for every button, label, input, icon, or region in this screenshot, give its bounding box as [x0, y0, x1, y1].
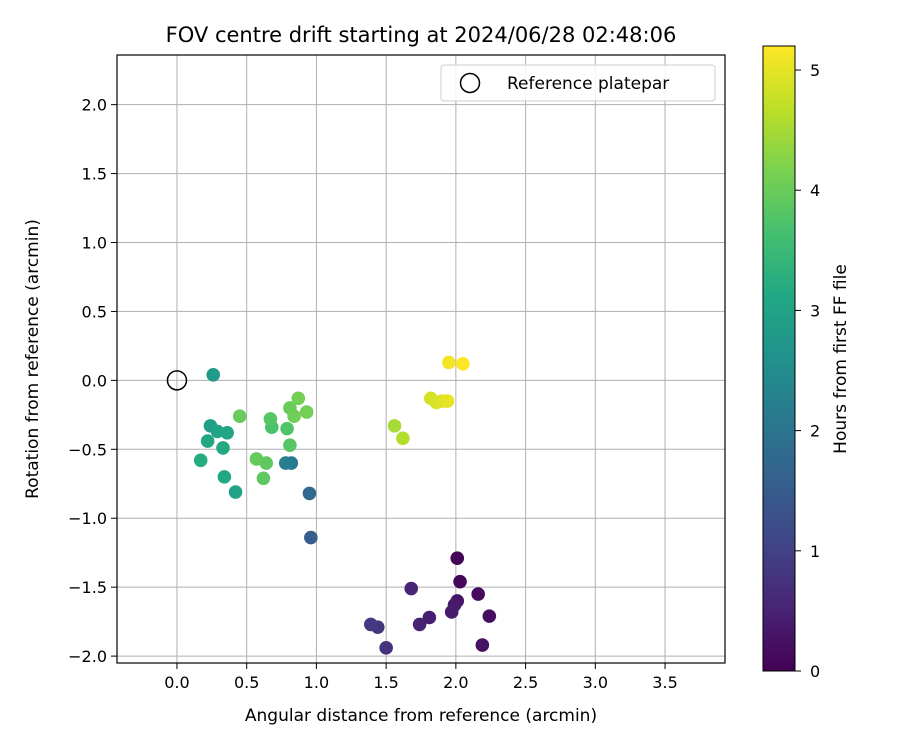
- x-tick-label: 1.0: [304, 673, 329, 692]
- data-point: [291, 391, 306, 406]
- data-point: [280, 421, 294, 436]
- legend-label-reference: Reference platepar: [507, 74, 669, 94]
- plot-frame: [116, 54, 726, 664]
- colorbar-tick-label: 1: [810, 542, 820, 561]
- colorbar-tick-label: 0: [810, 662, 820, 681]
- legend: Reference platepar: [440, 64, 716, 102]
- x-tick-label: 0.5: [234, 673, 259, 692]
- data-point: [444, 605, 459, 619]
- data-point: [422, 610, 437, 625]
- data-point: [299, 405, 314, 419]
- data-point: [482, 609, 497, 623]
- plot-area: [166, 355, 497, 655]
- y-tick-label: −2.0: [68, 647, 107, 666]
- colorbar-ticks: 0 1 2 3 4 5: [795, 61, 820, 681]
- y-tick-label: −1.0: [68, 509, 107, 528]
- grid-lines: [117, 55, 725, 663]
- data-point: [379, 641, 393, 655]
- data-point: [453, 574, 467, 589]
- y-tick-label: 0.0: [82, 371, 107, 390]
- colorbar-gradient: [762, 45, 796, 672]
- data-point: [287, 409, 301, 424]
- data-point: [200, 434, 215, 448]
- data-point: [278, 456, 293, 470]
- data-point: [216, 441, 230, 455]
- data-point: [363, 617, 378, 632]
- data-point: [442, 355, 456, 370]
- colorbar-tick-label: 3: [810, 301, 820, 320]
- data-point: [396, 431, 410, 446]
- x-tick-label: 3.0: [583, 673, 608, 692]
- x-tick-label: 2.5: [513, 673, 538, 692]
- data-point: [217, 470, 232, 484]
- data-point: [193, 453, 208, 468]
- reference-marker: [166, 370, 188, 391]
- colorbar-tick-label: 5: [810, 61, 820, 80]
- y-tick-label: −0.5: [68, 440, 107, 459]
- legend-marker-reference: [459, 72, 481, 94]
- data-point: [232, 409, 247, 424]
- legend-box: [440, 64, 716, 102]
- data-point: [263, 412, 278, 426]
- data-point: [256, 471, 271, 486]
- y-tick-label: 2.0: [82, 96, 107, 115]
- data-point: [228, 485, 243, 499]
- y-tick-label: 0.5: [82, 302, 107, 321]
- data-point: [475, 638, 490, 652]
- x-axis-title: Angular distance from reference (arcmin): [245, 706, 597, 726]
- chart-title: FOV centre drift starting at 2024/06/28 …: [166, 23, 677, 47]
- y-tick-label: −1.5: [68, 578, 107, 597]
- y-tick-label: 1.0: [82, 234, 107, 253]
- colorbar: 0 1 2 3 4 5 Hours from first FF file: [762, 45, 851, 681]
- y-tick-label: 1.5: [82, 165, 107, 184]
- data-point: [302, 486, 317, 501]
- data-point: [412, 617, 427, 632]
- x-axis: 0.0 0.5 1.0 1.5 2.0 2.5 3.0 3.5: [164, 663, 678, 692]
- colorbar-tick-label: 4: [810, 181, 820, 200]
- colorbar-tick-label: 2: [810, 422, 820, 441]
- data-point: [450, 551, 465, 566]
- x-tick-label: 1.5: [373, 673, 398, 692]
- colorbar-label: Hours from first FF file: [831, 264, 851, 454]
- data-point: [249, 452, 264, 466]
- data-point: [387, 419, 402, 433]
- y-axis: 2.0 1.5 1.0 0.5 0.0 −0.5 −1.0 −1.5 −2.0: [68, 96, 117, 666]
- data-point: [304, 530, 318, 545]
- x-tick-label: 2.0: [443, 673, 468, 692]
- data-point: [283, 438, 297, 452]
- data-point: [471, 587, 485, 601]
- y-axis-title: Rotation from reference (arcmin): [23, 219, 43, 499]
- x-tick-label: 3.5: [652, 673, 677, 692]
- data-point: [206, 368, 221, 382]
- data-point: [220, 425, 234, 440]
- data-point: [404, 581, 419, 596]
- data-point: [440, 394, 455, 408]
- x-tick-label: 0.0: [164, 673, 189, 692]
- data-point: [456, 357, 470, 371]
